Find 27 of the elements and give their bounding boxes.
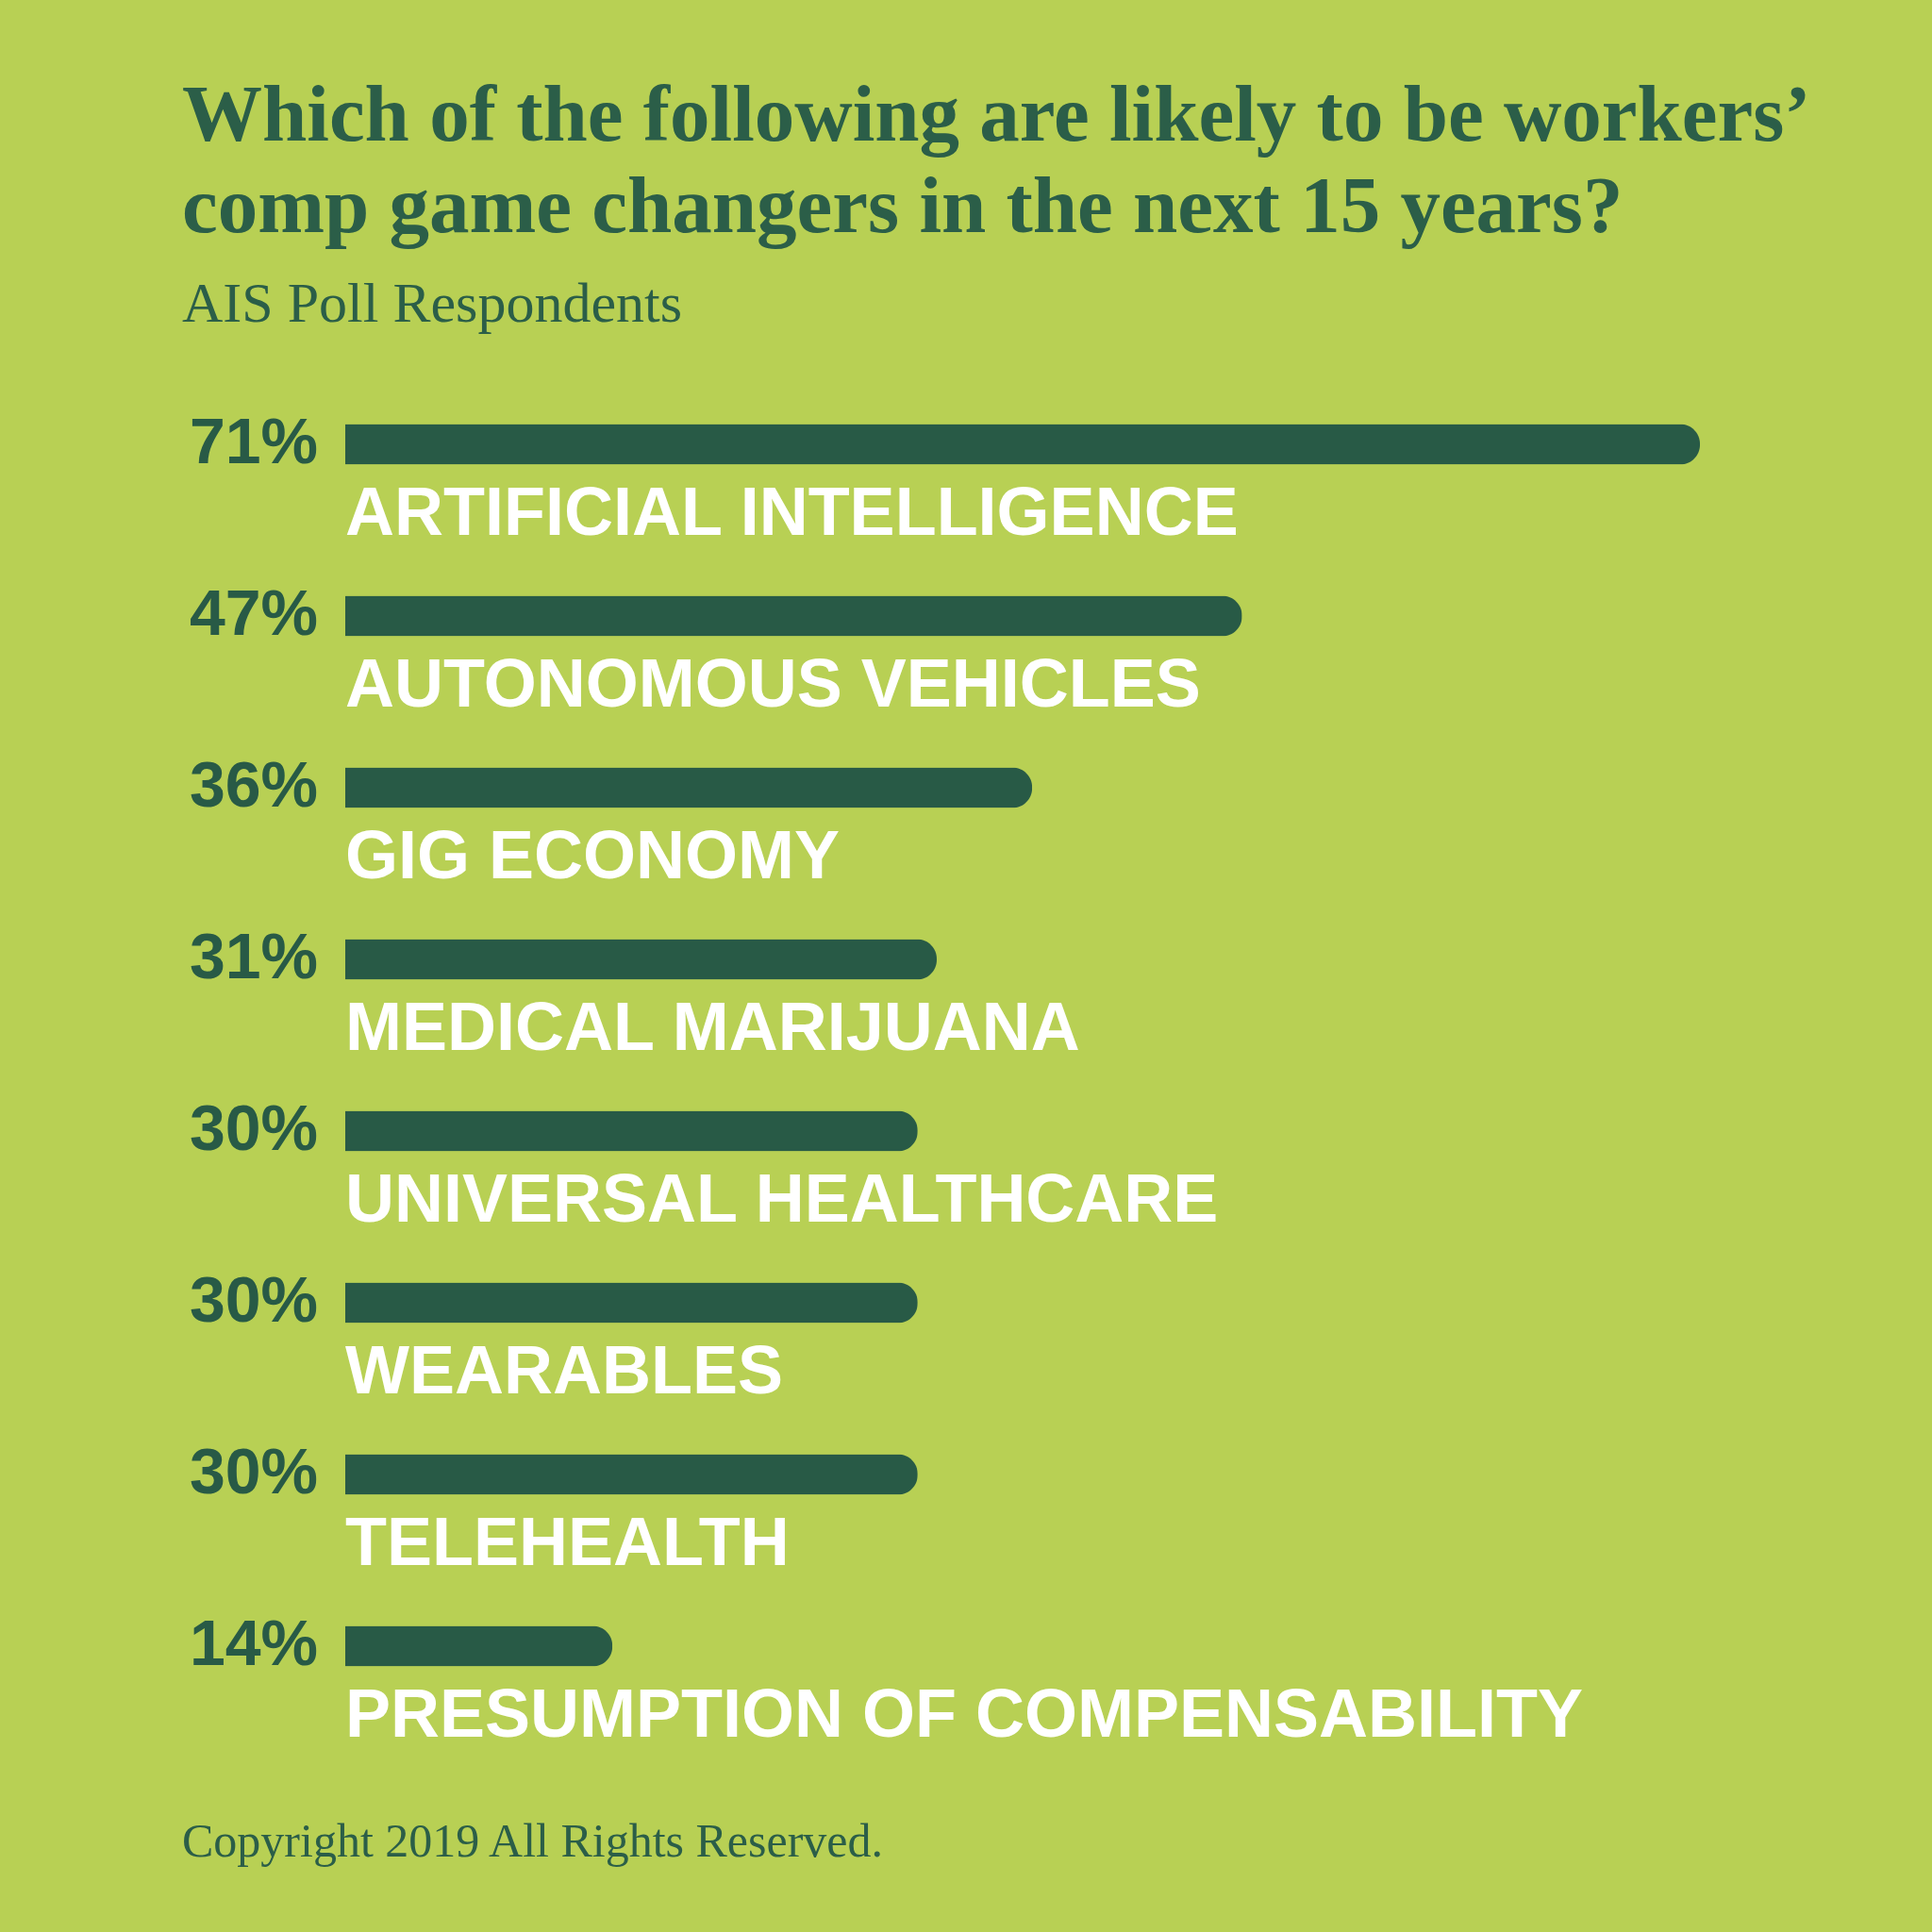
data-label: 71% bbox=[189, 405, 318, 476]
bar bbox=[345, 424, 1700, 465]
chart-title: Which of the following are likely to be workers’ comp game changers in the next 15 years? bbox=[182, 69, 1811, 249]
bar bbox=[345, 595, 1242, 637]
bar bbox=[345, 939, 937, 980]
y-tick-label: PRESUMPTION OF COMPENSABILITY bbox=[345, 1675, 1584, 1751]
data-label: 30% bbox=[189, 1263, 318, 1335]
data-label: 30% bbox=[189, 1091, 318, 1163]
data-label: 47% bbox=[189, 576, 318, 648]
data-label: 36% bbox=[189, 748, 318, 820]
y-tick-label: TELEHEALTH bbox=[345, 1504, 790, 1579]
y-tick-label: MEDICAL MARIJUANA bbox=[345, 989, 1080, 1064]
y-tick-label: UNIVERSAL HEALTHCARE bbox=[345, 1160, 1219, 1236]
y-tick-label: GIG ECONOMY bbox=[345, 817, 841, 892]
y-tick-label: AUTONOMOUS VEHICLES bbox=[345, 645, 1201, 721]
data-label: 30% bbox=[189, 1435, 318, 1507]
data-label: 14% bbox=[189, 1607, 318, 1678]
y-tick-label: ARTIFICIAL INTELLIGENCE bbox=[345, 474, 1239, 549]
data-label: 31% bbox=[189, 920, 318, 991]
bar bbox=[345, 1282, 918, 1324]
chart-subtitle: AIS Poll Respondents bbox=[182, 272, 683, 334]
bar bbox=[345, 767, 1033, 808]
text: Copyright 2019 All Rights Reserved. bbox=[182, 1814, 884, 1867]
bar bbox=[345, 1625, 613, 1667]
bar bbox=[345, 1454, 918, 1495]
y-tick-label: WEARABLES bbox=[345, 1332, 783, 1407]
bar bbox=[345, 1110, 918, 1152]
